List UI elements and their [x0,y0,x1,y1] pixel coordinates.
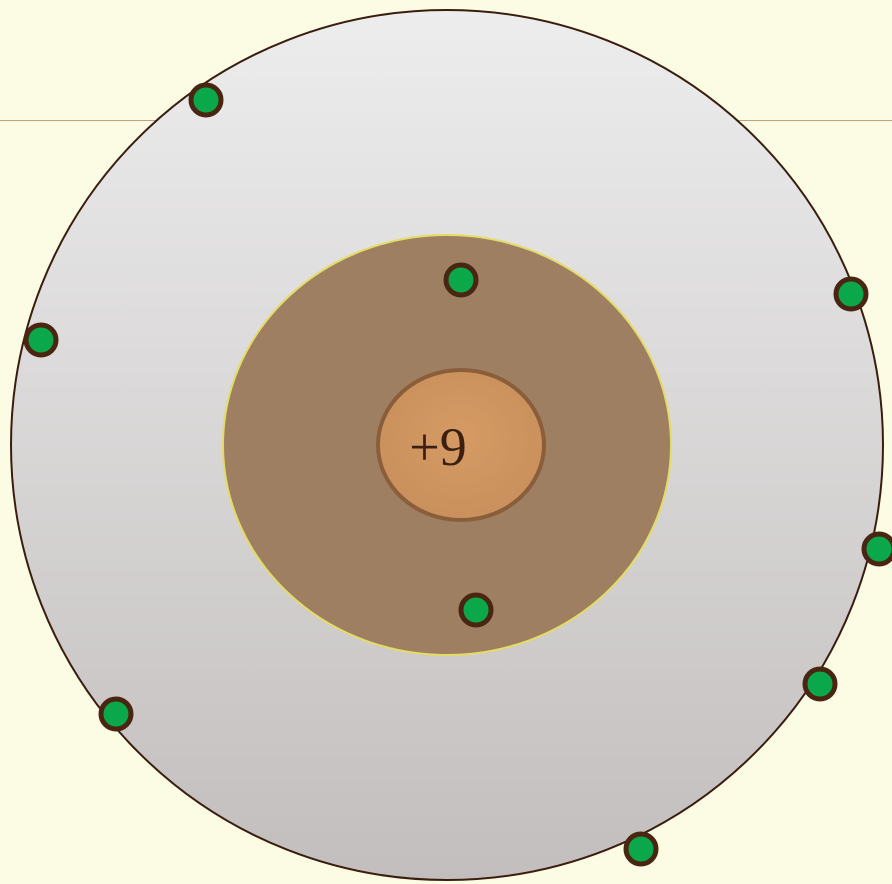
electron-inner-1 [443,262,479,298]
outer-shell-electrons [23,82,892,867]
electron-outer-3 [833,276,869,312]
electron-outer-4 [861,531,892,567]
electron-inner-2 [458,592,494,628]
electron-outer-7 [623,831,659,867]
inner-shell-electrons [443,262,494,628]
electron-outer-6 [98,696,134,732]
electron-outer-1 [188,82,224,118]
nucleus-charge-label: +9 [409,417,466,477]
electron-outer-5 [802,666,838,702]
nucleus [376,368,546,522]
electron-outer-2 [23,322,59,358]
